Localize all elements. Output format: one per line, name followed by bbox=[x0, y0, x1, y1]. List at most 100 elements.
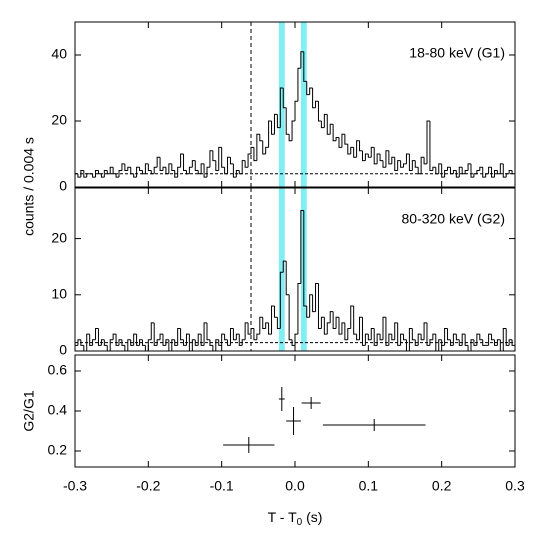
histogram-bin bbox=[124, 163, 128, 171]
histogram-bin bbox=[229, 328, 234, 346]
histogram-bin bbox=[262, 317, 266, 330]
x-axis-label-main: T - T bbox=[268, 509, 297, 525]
histogram-bin bbox=[115, 173, 119, 178]
histogram-bin bbox=[470, 163, 474, 178]
histogram-bin bbox=[493, 170, 498, 178]
histogram-bin bbox=[136, 334, 140, 346]
histogram-bin bbox=[139, 339, 143, 346]
histogram-bin bbox=[279, 271, 284, 329]
histogram-bin bbox=[361, 150, 366, 162]
histogram-bin bbox=[496, 339, 501, 346]
histogram-bin bbox=[92, 173, 96, 178]
histogram-bin bbox=[185, 170, 190, 175]
histogram-bin bbox=[106, 170, 111, 175]
histogram-bin bbox=[502, 328, 507, 351]
histogram-bin bbox=[215, 160, 219, 171]
histogram-bin bbox=[288, 134, 293, 142]
histogram-bin bbox=[130, 339, 134, 346]
histogram-bin bbox=[493, 339, 498, 346]
histogram-bin bbox=[397, 160, 401, 171]
histogram-bin bbox=[370, 328, 375, 340]
histogram-bin bbox=[455, 334, 460, 341]
histogram-bin bbox=[461, 167, 466, 175]
histogram-bin bbox=[177, 166, 181, 178]
histogram-bin bbox=[423, 322, 427, 340]
histogram-bin bbox=[470, 339, 474, 351]
histogram-bin bbox=[312, 294, 316, 313]
histogram-bin bbox=[347, 328, 351, 340]
histogram-bin bbox=[171, 339, 175, 351]
histogram-bin bbox=[347, 144, 351, 155]
histogram-bin bbox=[414, 160, 419, 168]
histogram-bin bbox=[109, 339, 114, 351]
histogram-bin bbox=[86, 173, 90, 178]
histogram-bin bbox=[183, 154, 187, 171]
histogram-bin bbox=[165, 167, 169, 175]
y-axis-label: G2/G1 bbox=[21, 390, 37, 431]
histogram-bin bbox=[473, 173, 477, 178]
histogram-bin bbox=[300, 209, 304, 284]
histogram-bin bbox=[408, 154, 413, 171]
histogram-bin bbox=[232, 163, 237, 178]
histogram-bin bbox=[174, 170, 178, 178]
histogram-bin bbox=[162, 334, 166, 346]
histogram-bin bbox=[253, 328, 257, 341]
histogram-bin bbox=[426, 120, 430, 164]
histogram-bin bbox=[238, 170, 243, 175]
histogram-bin bbox=[350, 305, 354, 329]
histogram-bin bbox=[403, 163, 407, 168]
histogram-bin bbox=[80, 170, 84, 178]
histogram-bin bbox=[411, 328, 416, 341]
histogram-bin bbox=[86, 333, 90, 351]
histogram-bin bbox=[294, 333, 298, 346]
histogram-bin bbox=[144, 163, 149, 174]
histogram-bin bbox=[505, 328, 510, 346]
histogram-bin bbox=[447, 166, 451, 171]
histogram-bin bbox=[115, 334, 119, 346]
histogram-bin bbox=[376, 153, 381, 164]
histogram-bin bbox=[191, 339, 196, 351]
histogram-bin bbox=[432, 333, 436, 340]
histogram-bin bbox=[159, 157, 163, 171]
histogram-bin bbox=[379, 154, 383, 162]
y-axis-label: counts / 0.004 s bbox=[21, 137, 37, 236]
histogram-bin bbox=[323, 113, 328, 128]
histogram-bin bbox=[382, 160, 386, 168]
histogram-bin bbox=[344, 134, 348, 145]
histogram-bin bbox=[273, 306, 278, 318]
histogram-bin bbox=[95, 328, 99, 340]
histogram-bin bbox=[118, 170, 122, 178]
histogram-bin bbox=[165, 339, 169, 346]
histogram-bin bbox=[77, 173, 81, 178]
histogram-bin bbox=[432, 166, 436, 171]
histogram-bin bbox=[370, 146, 375, 158]
x-tick-label: 0.2 bbox=[432, 478, 452, 494]
histogram-bin bbox=[476, 333, 480, 346]
histogram-bin bbox=[168, 163, 172, 174]
histogram-bin bbox=[356, 334, 360, 341]
histogram-bin bbox=[373, 147, 378, 165]
histogram-bin bbox=[185, 333, 190, 346]
histogram-bin bbox=[227, 156, 231, 174]
histogram-bin bbox=[482, 339, 486, 346]
histogram-bin bbox=[276, 317, 281, 330]
histogram-bin bbox=[188, 166, 193, 174]
histogram-bin bbox=[452, 333, 457, 346]
histogram-bin bbox=[95, 170, 99, 178]
histogram-bin bbox=[285, 107, 290, 135]
histogram-bin bbox=[227, 339, 231, 346]
y-tick-label: 0.2 bbox=[48, 442, 68, 458]
histogram-bin bbox=[426, 322, 430, 346]
histogram-bin bbox=[141, 170, 146, 175]
histogram-bin bbox=[221, 333, 225, 346]
y-tick-label: 0.6 bbox=[48, 362, 68, 378]
histogram-bin bbox=[215, 339, 219, 351]
histogram-bin bbox=[356, 140, 360, 158]
histogram-bin bbox=[235, 170, 240, 178]
histogram-bin bbox=[405, 153, 410, 164]
histogram-bin bbox=[388, 150, 392, 165]
x-tick-label: -0.1 bbox=[210, 478, 234, 494]
histogram-bin bbox=[238, 334, 243, 346]
x-axis-label-sub: 0 bbox=[297, 517, 303, 528]
